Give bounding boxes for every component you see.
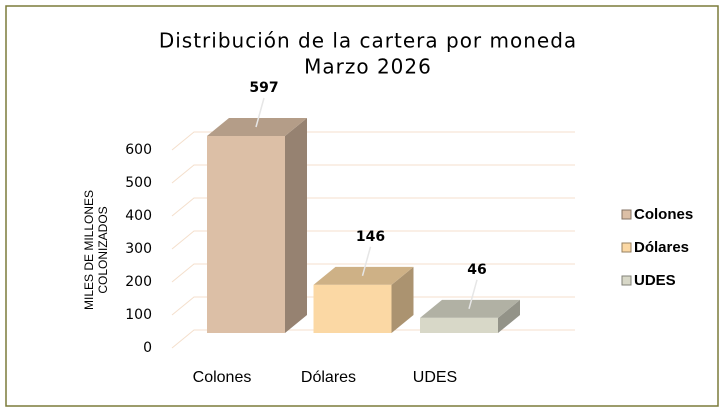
bar-side bbox=[498, 299, 520, 333]
bar bbox=[207, 135, 285, 333]
bar-side bbox=[285, 117, 307, 334]
data-label: 46 bbox=[467, 262, 486, 278]
legend-swatch bbox=[621, 209, 632, 220]
legend-label: Dólares bbox=[634, 239, 689, 256]
grid-line bbox=[171, 230, 575, 250]
bar-top bbox=[313, 266, 414, 285]
legend-swatch bbox=[621, 242, 632, 253]
y-tick-label: 500 bbox=[125, 175, 152, 191]
data-label: 597 bbox=[249, 80, 278, 96]
legend-label: Colones bbox=[634, 206, 693, 223]
grid-line bbox=[171, 197, 575, 217]
data-label-leader bbox=[255, 97, 265, 128]
grid-line bbox=[171, 263, 575, 283]
y-tick-label: 400 bbox=[125, 208, 152, 224]
y-axis-label: MILES DE MILLONES COLONIZADOS bbox=[82, 190, 110, 310]
grid-line bbox=[171, 131, 575, 151]
y-tick-label: 200 bbox=[125, 274, 152, 290]
x-tick-label: Dólares bbox=[301, 369, 356, 386]
bar bbox=[313, 284, 392, 333]
y-axis-label-line: COLONIZADOS bbox=[96, 206, 110, 293]
grid-line bbox=[171, 296, 575, 316]
chart-title: Distribución de la cartera por moneda bbox=[159, 29, 577, 53]
chart-border bbox=[5, 5, 719, 407]
bar-top bbox=[420, 299, 520, 318]
y-axis-label-line: MILES DE MILLONES bbox=[82, 190, 96, 310]
data-label-leader bbox=[361, 246, 372, 277]
legend-swatch bbox=[621, 275, 632, 286]
bar-top bbox=[207, 117, 307, 136]
y-tick-label: 300 bbox=[125, 241, 152, 257]
x-tick-label: UDES bbox=[413, 369, 457, 386]
data-label: 146 bbox=[356, 229, 385, 245]
data-label-leader bbox=[468, 279, 478, 310]
legend-label: UDES bbox=[634, 272, 676, 289]
y-tick-label: 600 bbox=[125, 142, 152, 158]
x-tick-label: Colones bbox=[193, 369, 252, 386]
grid-line bbox=[171, 164, 575, 184]
y-tick-label: 100 bbox=[125, 307, 152, 323]
y-tick-label: 0 bbox=[143, 340, 152, 356]
bar-side bbox=[391, 266, 414, 333]
bar bbox=[420, 317, 498, 333]
chart-subtitle: Marzo 2026 bbox=[304, 55, 432, 79]
